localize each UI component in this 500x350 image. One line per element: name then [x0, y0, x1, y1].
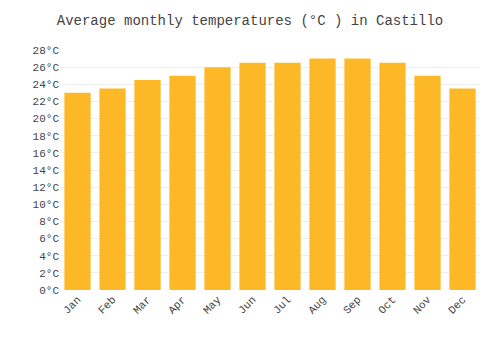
svg-text:Average monthly temperatures (: Average monthly temperatures (°C ) in Ca…	[57, 13, 443, 29]
svg-text:Nov: Nov	[411, 294, 434, 317]
svg-text:Jul: Jul	[271, 294, 293, 316]
svg-text:Mar: Mar	[131, 294, 153, 316]
svg-text:14°C: 14°C	[33, 165, 60, 177]
svg-text:Aug: Aug	[306, 294, 328, 316]
svg-text:20°C: 20°C	[33, 113, 60, 125]
svg-text:4°C: 4°C	[39, 251, 59, 263]
svg-text:Jun: Jun	[236, 294, 258, 316]
svg-text:Jan: Jan	[61, 294, 83, 316]
svg-text:Feb: Feb	[96, 294, 118, 316]
svg-text:Dec: Dec	[446, 294, 468, 316]
svg-text:28°C: 28°C	[33, 45, 60, 57]
svg-text:Sep: Sep	[341, 294, 363, 316]
svg-text:6°C: 6°C	[39, 233, 59, 245]
svg-text:8°C: 8°C	[39, 216, 59, 228]
svg-text:24°C: 24°C	[33, 79, 60, 91]
svg-text:10°C: 10°C	[33, 199, 60, 211]
svg-text:2°C: 2°C	[39, 268, 59, 280]
svg-text:18°C: 18°C	[33, 131, 60, 143]
svg-text:12°C: 12°C	[33, 182, 60, 194]
svg-text:26°C: 26°C	[33, 62, 60, 74]
svg-text:May: May	[201, 294, 224, 317]
svg-text:Apr: Apr	[166, 294, 188, 316]
svg-text:0°C: 0°C	[39, 285, 59, 297]
svg-text:Oct: Oct	[376, 294, 398, 316]
svg-text:22°C: 22°C	[33, 96, 60, 108]
svg-text:16°C: 16°C	[33, 148, 60, 160]
